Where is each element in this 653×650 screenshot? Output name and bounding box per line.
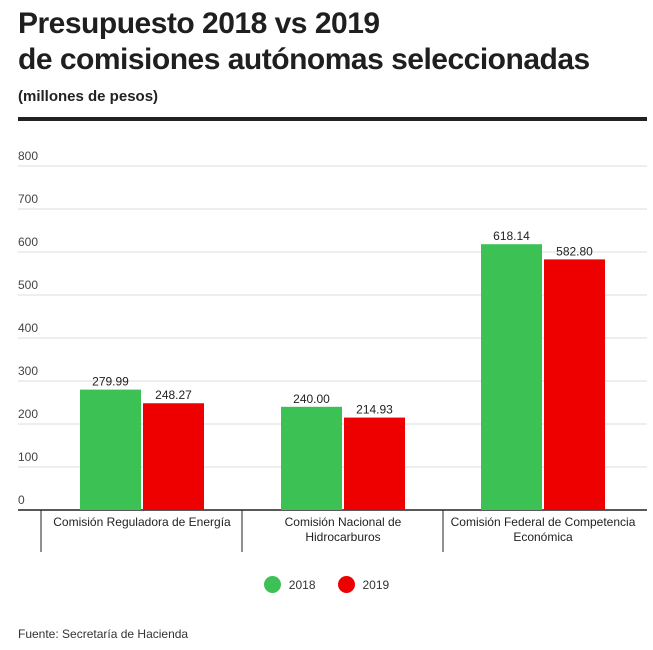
y-tick-label: 700 [18,192,38,206]
source-note: Fuente: Secretaría de Hacienda [18,627,189,641]
legend-swatch [337,576,355,593]
chart-title-line-2: de comisiones autónomas seleccionadas [18,43,590,76]
legend-item: 2019 [337,576,390,593]
bar [80,389,141,510]
x-tick-label: Comisión Federal de Competencia [451,515,636,529]
y-tick-label: 800 [18,149,38,163]
y-tick-label: 100 [18,450,38,464]
bar [344,417,405,510]
data-label: 618.14 [493,229,530,243]
y-tick-label: 500 [18,278,38,292]
chart-subtitle: (millones de pesos) [18,88,159,105]
y-tick-label: 200 [18,407,38,421]
legend-swatch [263,576,281,593]
y-tick-label: 400 [18,321,38,335]
x-tick-label: Comisión Reguladora de Energía [53,515,231,529]
chart-legend: 2018 2019 [0,576,653,593]
y-tick-label: 300 [18,364,38,378]
x-tick-label: Hidrocarburos [305,530,380,544]
y-tick-label: 0 [18,493,25,507]
bar-chart: 0 100 200 300 400 500 600 700 800 279.99 248.27 Com… [18,149,647,552]
data-label: 240.00 [293,392,330,406]
x-tick-label: Económica [513,530,573,544]
bar [544,259,605,510]
bar [281,406,342,510]
x-tick-label: Comisión Nacional de [285,515,402,529]
chart-title: Presupuesto 2018 vs 2019 de comisiones a… [18,6,590,78]
legend-label: 2018 [288,577,316,592]
data-label: 214.93 [356,403,393,417]
data-label: 279.99 [92,375,129,389]
legend-label: 2019 [362,577,390,592]
legend-item: 2018 [263,576,316,593]
bar [143,403,204,510]
y-tick-label: 600 [18,235,38,249]
header-divider [18,117,647,121]
data-label: 248.27 [155,388,192,402]
chart-title-line-1: Presupuesto 2018 vs 2019 [18,7,380,40]
data-label: 582.80 [556,244,593,258]
bar [481,244,542,510]
